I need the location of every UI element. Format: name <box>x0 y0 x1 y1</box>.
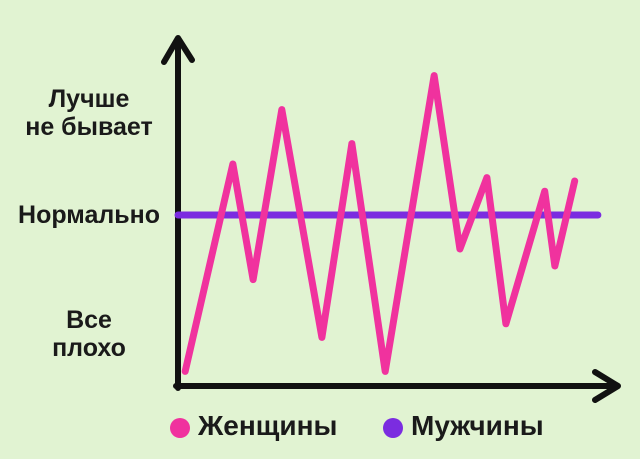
legend-label: Мужчины <box>411 410 544 441</box>
y-tick-label: Нормально <box>18 201 160 229</box>
y-tick-label: Лучше не бывает <box>25 85 153 141</box>
x-axis <box>173 369 621 403</box>
legend-marker <box>170 418 190 438</box>
legend-marker <box>383 418 403 438</box>
legend-label: Женщины <box>198 410 338 441</box>
series-line <box>181 72 579 375</box>
y-tick-label: Все плохо <box>52 306 126 362</box>
